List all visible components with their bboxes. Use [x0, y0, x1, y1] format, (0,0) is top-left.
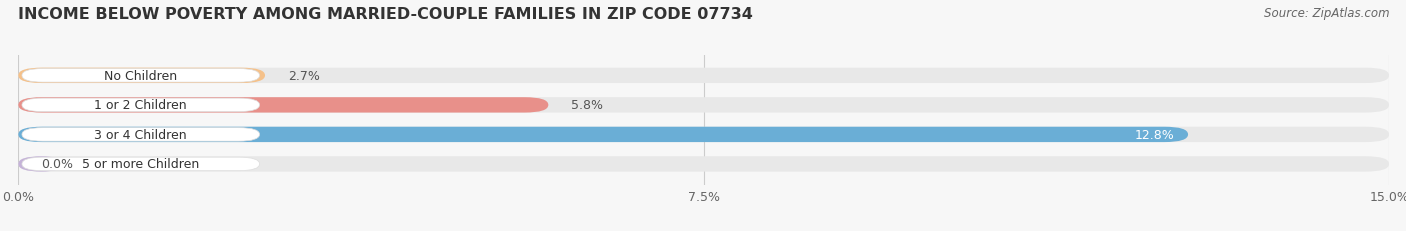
FancyBboxPatch shape — [18, 127, 1389, 143]
Text: INCOME BELOW POVERTY AMONG MARRIED-COUPLE FAMILIES IN ZIP CODE 07734: INCOME BELOW POVERTY AMONG MARRIED-COUPL… — [18, 7, 754, 22]
FancyBboxPatch shape — [22, 69, 260, 83]
Text: 0.0%: 0.0% — [41, 158, 73, 171]
FancyBboxPatch shape — [22, 128, 260, 142]
FancyBboxPatch shape — [18, 98, 1389, 113]
Text: 3 or 4 Children: 3 or 4 Children — [94, 128, 187, 141]
Text: 5 or more Children: 5 or more Children — [82, 158, 200, 171]
FancyBboxPatch shape — [18, 68, 264, 84]
FancyBboxPatch shape — [22, 158, 260, 171]
Text: 12.8%: 12.8% — [1135, 128, 1174, 141]
Text: 2.7%: 2.7% — [288, 70, 319, 82]
Text: Source: ZipAtlas.com: Source: ZipAtlas.com — [1264, 7, 1389, 20]
FancyBboxPatch shape — [18, 157, 1389, 172]
FancyBboxPatch shape — [22, 99, 260, 112]
FancyBboxPatch shape — [18, 68, 1389, 84]
Text: 1 or 2 Children: 1 or 2 Children — [94, 99, 187, 112]
FancyBboxPatch shape — [18, 127, 1188, 143]
Text: 5.8%: 5.8% — [571, 99, 603, 112]
Text: No Children: No Children — [104, 70, 177, 82]
FancyBboxPatch shape — [18, 98, 548, 113]
FancyBboxPatch shape — [18, 157, 65, 172]
